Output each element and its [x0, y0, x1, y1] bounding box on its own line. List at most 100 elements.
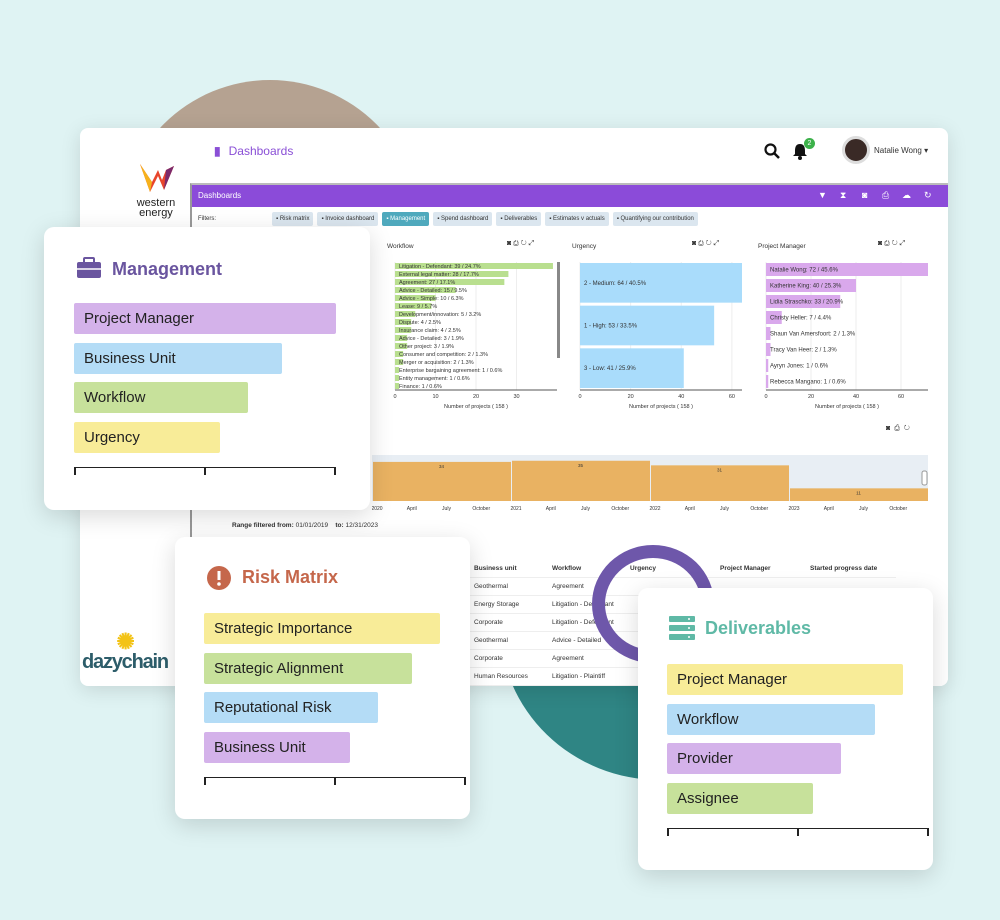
field-bar[interactable]: Project Manager — [74, 303, 336, 334]
filter-button[interactable]: ▪ Estimates v actuals — [545, 212, 609, 226]
briefcase-icon: ▪ — [321, 216, 324, 222]
bar[interactable] — [395, 359, 404, 365]
bar[interactable] — [395, 367, 400, 373]
briefcase-icon: ▪ — [549, 216, 552, 222]
tick-label: July — [581, 506, 590, 512]
tick-label: 40 — [853, 394, 859, 400]
cloud-icon[interactable]: ☁ — [902, 190, 911, 200]
filter-icon[interactable]: ▼ — [818, 190, 827, 200]
column-header[interactable]: Business unit — [470, 560, 548, 578]
range-from[interactable]: 01/01/2019 — [295, 522, 329, 529]
filter-button[interactable]: ▪ Invoice dashboard — [317, 212, 379, 226]
bar[interactable] — [766, 359, 769, 372]
bar[interactable] — [651, 465, 789, 501]
bar[interactable] — [395, 375, 400, 381]
tick-label: April — [685, 506, 695, 512]
bar[interactable] — [395, 351, 404, 357]
bar[interactable] — [580, 305, 715, 346]
bar[interactable] — [580, 348, 684, 388]
data-label: 2 - Medium: 64 / 40.5% — [584, 281, 647, 287]
server-icon — [669, 616, 695, 645]
range-filter: Range filtered from: 01/01/2019 to: 12/3… — [232, 522, 379, 529]
bar[interactable] — [766, 311, 782, 324]
field-bar[interactable]: Reputational Risk — [204, 692, 378, 723]
bar[interactable] — [395, 271, 509, 277]
project-manager-chart: Project Manager ◙ ⎙ ↻ ⤢ 0 20 40 60 Natalie Won… — [758, 240, 938, 415]
data-label: Advice - Simple: 10 / 6.3% — [399, 296, 464, 302]
bar[interactable] — [395, 263, 553, 269]
data-label: External legal matter: 28 / 17.7% — [399, 272, 479, 278]
chart-tools[interactable]: ◙ ⎙ ↻ ⤢ — [692, 240, 720, 247]
card-title: Risk Matrix — [242, 567, 339, 587]
data-label: Consumer and competition: 2 / 1.3% — [399, 352, 488, 358]
camera-icon[interactable]: ◙ — [862, 190, 868, 200]
range-to[interactable]: 12/31/2023 — [345, 522, 379, 529]
bar[interactable] — [766, 327, 771, 340]
column-header[interactable]: Started progress date — [806, 560, 896, 578]
data-label: Agreement: 27 / 17.1% — [399, 280, 455, 286]
chart-tools[interactable]: ◙ ⎙ ↻ ⤢ — [507, 240, 535, 247]
filter-button[interactable]: ▪ Risk matrix — [272, 212, 314, 226]
tick-label: 40 — [678, 394, 684, 400]
bar[interactable] — [512, 460, 650, 501]
bar[interactable] — [580, 263, 742, 303]
field-bar[interactable]: Strategic Importance — [204, 613, 440, 644]
table-cell: Geothermal — [470, 631, 548, 650]
chart-tools[interactable]: ◙ ⎙ ↻ ⤢ — [878, 240, 906, 247]
bar[interactable] — [395, 287, 456, 293]
tick-label: 0 — [764, 394, 767, 400]
field-bar[interactable]: Strategic Alignment — [204, 652, 412, 684]
tick-label: July — [859, 506, 868, 512]
bar[interactable] — [766, 279, 856, 292]
filter-button[interactable]: ▪ Deliverables — [496, 212, 542, 226]
bar[interactable] — [373, 461, 511, 501]
field-bar[interactable]: Business Unit — [204, 731, 350, 763]
bar[interactable] — [766, 263, 928, 276]
dazychain-text: dazychain — [82, 651, 169, 673]
table-cell: Human Resources — [470, 667, 548, 686]
refresh-icon[interactable]: ↻ — [924, 190, 932, 200]
field-bar[interactable]: Provider — [667, 743, 841, 774]
bar[interactable] — [395, 295, 436, 301]
bar[interactable] — [790, 488, 928, 501]
bar[interactable] — [766, 375, 769, 388]
field-bar[interactable]: Workflow — [74, 382, 248, 413]
avatar[interactable] — [842, 136, 870, 164]
bar[interactable] — [395, 335, 408, 341]
timeline-chart: 34 35 31 11 2020 April July October 2021 April Jul… — [371, 455, 932, 520]
tick-label: April — [824, 506, 834, 512]
user-menu[interactable]: Natalie Wong ▾ — [874, 146, 929, 155]
data-label: 1 - High: 53 / 33.5% — [584, 324, 638, 330]
bar[interactable] — [395, 319, 412, 325]
bar[interactable] — [766, 343, 771, 356]
column-header[interactable]: Project Manager — [716, 560, 806, 578]
search-icon[interactable] — [764, 143, 780, 159]
page-title[interactable]: ▮ Dashboards — [214, 144, 294, 158]
timeline-tools[interactable]: ◙⎙↻ — [886, 425, 914, 432]
bar[interactable] — [395, 343, 408, 349]
panel-header: Dashboards ▼ ⧗ ◙ ⎙ ☁ ↻ — [192, 185, 948, 207]
filter-button[interactable]: ▪ Spend dashboard — [433, 212, 493, 226]
filter-button[interactable]: ▪ Management — [382, 212, 430, 226]
bar[interactable] — [395, 303, 432, 309]
bar[interactable] — [395, 279, 505, 285]
field-bar[interactable]: Project Manager — [667, 664, 903, 695]
field-bar[interactable]: Business Unit — [74, 342, 282, 374]
bar[interactable] — [766, 295, 841, 308]
field-bar[interactable]: Workflow — [667, 703, 875, 735]
data-label: 11 — [856, 490, 861, 495]
print-icon[interactable]: ⎙ — [882, 190, 890, 200]
bell-icon[interactable] — [792, 143, 808, 160]
bar[interactable] — [395, 383, 400, 389]
range-slider-handle[interactable] — [921, 470, 928, 486]
chart-title: Workflow — [387, 243, 414, 250]
bookmark-icon[interactable]: ⧗ — [840, 190, 847, 200]
filter-button[interactable]: ▪ Quantifying our contribution — [612, 212, 698, 226]
bar[interactable] — [395, 311, 416, 317]
x-axis-label: Number of projects ( 158 ) — [629, 404, 693, 410]
field-bar[interactable]: Assignee — [667, 782, 813, 814]
tick-label: 10 — [432, 394, 438, 400]
scrollbar[interactable] — [557, 262, 560, 358]
field-bar[interactable]: Urgency — [74, 421, 220, 453]
bar[interactable] — [395, 327, 412, 333]
